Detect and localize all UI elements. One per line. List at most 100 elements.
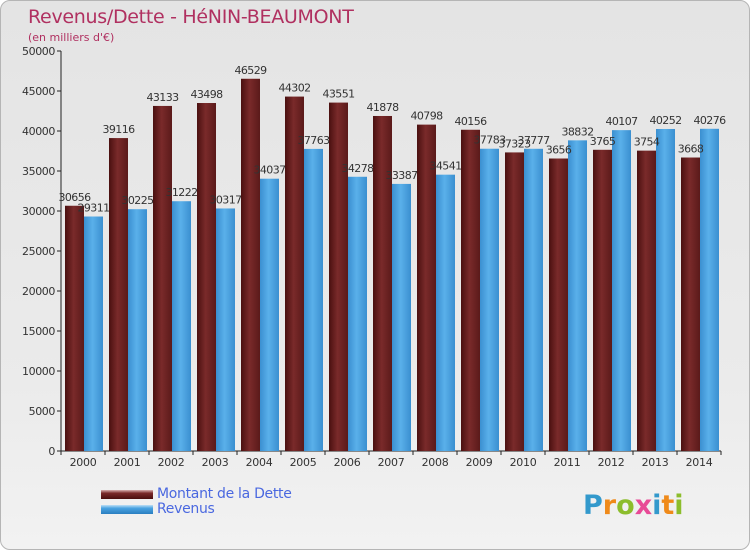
data-label-revenus: 40276 <box>694 114 727 127</box>
y-tick-label: 0 <box>48 445 55 458</box>
bar-revenus <box>172 201 191 451</box>
bar-dette <box>461 129 480 451</box>
x-tick-label: 2010 <box>510 456 537 469</box>
data-label-dette: 40156 <box>455 115 488 128</box>
data-label-dette: 43498 <box>191 88 224 101</box>
bar-revenus <box>260 178 279 452</box>
logo-letter: o <box>616 490 635 521</box>
data-label-revenus: 30225 <box>122 194 155 207</box>
x-tick-label: 2002 <box>158 456 185 469</box>
data-label-revenus: 34278 <box>342 162 375 175</box>
bar-revenus <box>84 216 103 451</box>
y-tick-label: 40000 <box>22 125 55 138</box>
data-label-dette: 3656 <box>546 144 572 157</box>
x-tick-label: 2004 <box>246 456 273 469</box>
bar-revenus <box>216 208 235 451</box>
bar-dette <box>329 102 348 451</box>
data-label-revenus: 29311 <box>78 202 110 215</box>
bar-dette <box>637 150 656 451</box>
data-label-revenus: 31222 <box>166 186 198 199</box>
data-label-revenus: 37763 <box>298 134 331 147</box>
data-label-dette: 37323 <box>499 137 532 150</box>
y-tick-label: 10000 <box>22 365 55 378</box>
x-tick-label: 2005 <box>290 456 317 469</box>
bar-revenus <box>656 128 675 451</box>
data-label-revenus: 40107 <box>606 115 639 128</box>
legend-swatch-revenus <box>101 505 153 514</box>
bar-dette <box>197 103 216 452</box>
bar-dette <box>153 105 172 451</box>
logo-letter: t <box>661 490 675 521</box>
bar-revenus <box>700 128 719 451</box>
chart-title: Revenus/Dette - HéNIN-BEAUMONT <box>28 6 354 28</box>
logo-letter: x <box>634 490 653 521</box>
bar-dette <box>681 157 700 451</box>
x-tick-label: 2000 <box>70 456 97 469</box>
x-tick-label: 2006 <box>334 456 361 469</box>
logo-letter: P <box>583 490 603 521</box>
x-tick-label: 2008 <box>422 456 449 469</box>
legend-swatch-dette <box>101 490 153 499</box>
bar-dette <box>505 152 524 451</box>
data-label-dette: 44302 <box>279 82 311 95</box>
y-tick-label: 35000 <box>22 165 55 178</box>
data-label-revenus: 33387 <box>386 169 419 182</box>
data-label-dette: 41878 <box>367 101 400 114</box>
x-tick-label: 2011 <box>554 456 581 469</box>
data-label-dette: 43551 <box>323 88 355 101</box>
bar-dette <box>109 138 128 451</box>
x-tick-label: 2012 <box>598 456 625 469</box>
data-label-dette: 3765 <box>590 135 616 148</box>
data-label-revenus: 34037 <box>254 164 287 177</box>
data-label-dette: 3754 <box>634 136 660 149</box>
bar-revenus <box>348 176 367 451</box>
logo-letter: i <box>674 490 684 521</box>
y-tick-label: 15000 <box>22 325 55 338</box>
data-label-revenus: 30317 <box>210 193 243 206</box>
x-tick-label: 2009 <box>466 456 493 469</box>
chart-subtitle: (en milliers d'€) <box>28 31 115 44</box>
bar-dette <box>65 205 84 451</box>
data-label-dette: 46529 <box>235 64 268 77</box>
y-tick-label: 30000 <box>22 205 55 218</box>
legend-label-revenus: Revenus <box>157 501 215 517</box>
bar-revenus <box>480 148 499 451</box>
y-tick-label: 5000 <box>29 405 56 418</box>
x-tick-label: 2014 <box>686 456 713 469</box>
bar-dette <box>373 115 392 451</box>
x-tick-label: 2007 <box>378 456 405 469</box>
x-tick-label: 2001 <box>114 456 141 469</box>
data-label-dette: 39116 <box>103 123 136 136</box>
bar-revenus <box>568 140 587 451</box>
y-tick-label: 25000 <box>22 245 55 258</box>
data-label-revenus: 37777 <box>518 134 551 147</box>
bar-revenus <box>392 183 411 452</box>
bar-chart: 0 5000 10000 15000 20000 25000 30000 35000 40000… <box>22 45 727 469</box>
data-label-revenus: 37783 <box>474 134 507 147</box>
data-label-dette: 40798 <box>411 110 444 123</box>
bar-revenus <box>128 209 147 451</box>
data-label-revenus: 34541 <box>430 160 462 173</box>
data-label-dette: 3668 <box>678 143 704 156</box>
x-tick-label: 2003 <box>202 456 229 469</box>
data-label-revenus: 38832 <box>562 125 594 138</box>
data-label-dette: 43133 <box>147 91 180 104</box>
bar-revenus <box>304 148 323 451</box>
x-tick-label: 2013 <box>642 456 669 469</box>
logo-letter: i <box>652 490 662 521</box>
y-tick-label: 50000 <box>22 45 55 58</box>
bar-dette <box>241 78 260 451</box>
legend-label-dette: Montant de la Dette <box>157 486 292 502</box>
proxiti-logo: Proxiti <box>583 490 684 521</box>
bar-dette <box>417 124 436 451</box>
bar-revenus <box>524 148 543 451</box>
bar-dette <box>549 158 568 451</box>
bar-revenus <box>436 174 455 451</box>
bar-revenus <box>612 130 631 452</box>
bar-dette <box>593 149 612 452</box>
y-tick-label: 45000 <box>22 85 55 98</box>
logo-letter: r <box>602 490 617 521</box>
bar-dette <box>285 96 304 452</box>
data-label-revenus: 40252 <box>650 114 682 127</box>
